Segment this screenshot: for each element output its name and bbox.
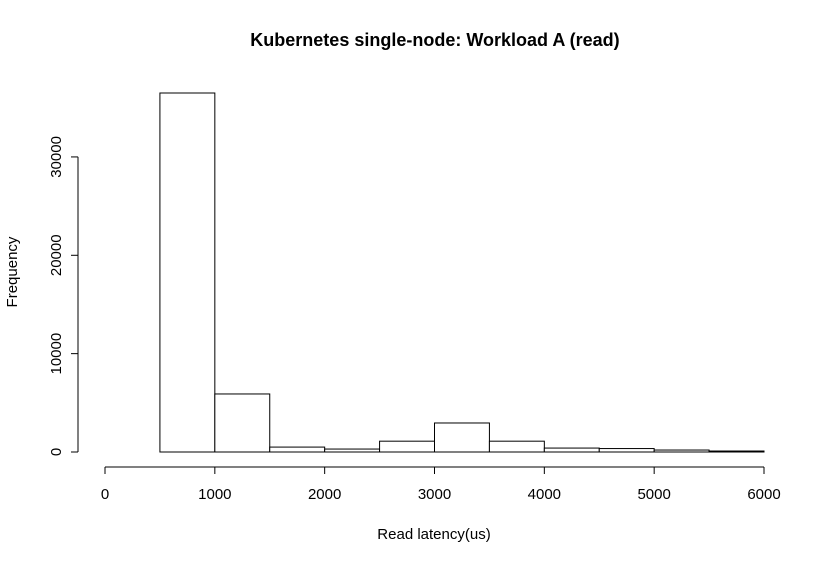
bar <box>269 446 326 453</box>
y-tick-label: 0 <box>48 448 65 456</box>
bar <box>653 449 710 453</box>
x-tick-label: 4000 <box>528 486 561 503</box>
x-tick-label: 1000 <box>198 486 231 503</box>
bar <box>214 393 271 453</box>
y-tick-label: 30000 <box>48 136 65 178</box>
x-tick-label: 6000 <box>747 486 780 503</box>
bar <box>379 440 436 453</box>
bar <box>598 448 655 453</box>
x-tick-label: 3000 <box>418 486 451 503</box>
bar <box>324 448 381 453</box>
x-axis-label: Read latency(us) <box>377 526 490 543</box>
chart-title: Kubernetes single-node: Workload A (read… <box>250 30 619 50</box>
bar <box>543 447 600 453</box>
x-tick-label: 0 <box>101 486 109 503</box>
x-tick-label: 5000 <box>637 486 670 503</box>
y-axis-label: Frequency <box>4 236 21 307</box>
bar <box>159 92 216 453</box>
x-tick-label: 2000 <box>308 486 341 503</box>
bar <box>488 440 545 453</box>
y-tick-label: 10000 <box>48 333 65 375</box>
y-tick-label: 20000 <box>48 234 65 276</box>
bar <box>434 422 490 453</box>
bar <box>708 450 765 453</box>
